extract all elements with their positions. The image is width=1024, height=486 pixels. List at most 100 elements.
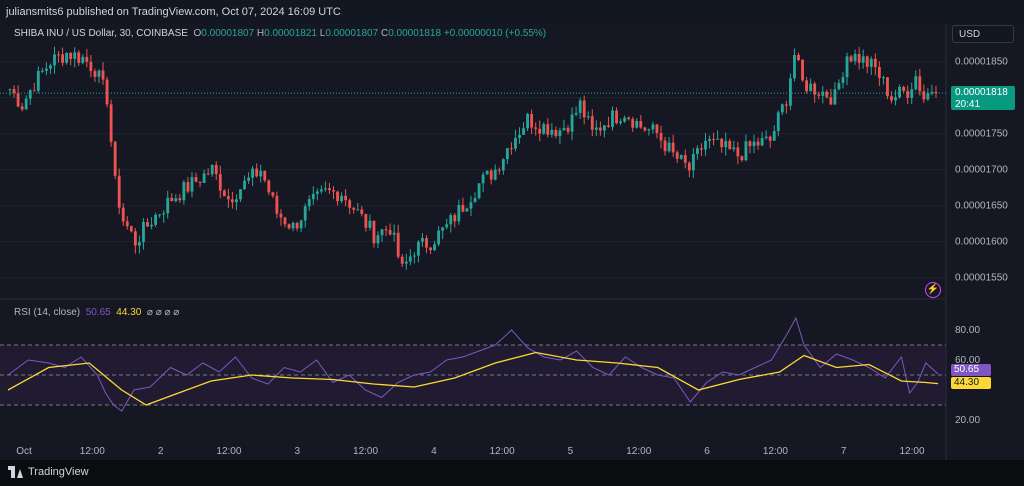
candle-body [590,116,594,130]
time-tick-label: 12:00 [490,446,515,457]
candle-body [360,209,364,214]
change-value: +0.00000010 (+0.55%) [443,28,547,39]
candle-body [206,173,210,175]
rsi-ma-value: 44.30 [116,307,142,318]
price-tick-label: 0.00001650 [955,201,1008,212]
low-value: 0.00001807 [325,28,379,39]
candle-body [700,148,703,150]
candle-body [865,56,869,67]
candle-body [142,222,145,243]
candle-body [514,137,517,149]
time-tick-label: 12:00 [763,446,788,457]
candle-body [299,220,303,229]
price-tick-label: 0.00001750 [955,129,1008,140]
time-tick-label: 6 [704,446,710,457]
candle-body [162,213,166,215]
candle-body [861,56,865,63]
candle-body [61,54,65,63]
currency-selector[interactable]: USD [952,25,1014,43]
candle-body [384,229,388,231]
candle-body [283,217,287,225]
candle-body [611,110,614,127]
candle-body [481,174,485,184]
rsi-ma-line [7,351,939,406]
candle-body [388,230,392,235]
candle-body [28,90,32,99]
candle-body [400,256,404,264]
high-label: H [256,28,265,39]
candle-body [307,199,311,207]
candle-body [404,261,408,264]
candle-body [748,141,752,147]
candle-body [16,93,20,107]
candle-body [716,138,720,140]
candle-body [113,141,117,176]
candle-body [332,190,335,192]
candle-body [760,138,764,146]
candle-body [348,200,352,208]
countdown-timer: 20:41 [955,99,981,110]
candle-body [117,175,121,208]
candle-body [538,128,542,134]
candle-body [416,241,420,256]
candle-body [651,124,655,130]
candle-body [841,77,845,83]
candle-body [202,173,206,183]
candle-body [582,100,586,118]
visibility-icons[interactable]: ⌀ ⌀ ⌀ ⌀ [146,307,180,318]
open-label: O [193,28,202,39]
candle-body [376,235,380,244]
price-tick-label: 0.00001700 [955,165,1008,176]
candle-body [918,76,922,92]
candle-body [894,97,897,101]
candle-body [461,205,465,212]
candle-body [809,83,813,92]
lightning-icon[interactable]: ⚡ [925,282,941,298]
candle-body [712,138,716,140]
time-tick-label: 7 [841,446,847,457]
candle-body [433,244,437,251]
candle-body [12,89,16,94]
candle-body [505,148,509,160]
candle-body [631,119,635,128]
candle-body [239,189,242,200]
rsi-tick-label: 20.00 [955,415,980,426]
candle-body [243,180,246,190]
candle-body [186,182,190,192]
candle-body [85,56,89,62]
candle-body [833,89,837,105]
candle-body [615,110,618,124]
rsi-tick-label: 60.00 [955,355,980,366]
candle-body [570,114,574,132]
candle-body [150,224,153,227]
rsi-legend[interactable]: RSI (14, close) 50.65 44.30 ⌀ ⌀ ⌀ ⌀ [14,307,179,318]
candle-body [396,232,400,257]
candle-body [934,92,938,94]
close-value: 0.00001818 [388,28,442,39]
candle-body [263,170,267,181]
rsi-tick-label: 80.00 [955,325,980,336]
candle-body [429,247,432,251]
brand-name: TradingView [28,466,89,478]
candle-body [914,76,918,90]
candle-body [97,70,101,77]
candle-body [667,142,671,152]
candle-body [493,169,497,180]
candle-body [586,116,590,118]
candle-body [69,52,73,59]
last-price-value: 0.00001818 [955,87,1008,98]
candle-body [744,141,748,161]
candle-body [170,197,174,202]
candle-body [849,56,853,62]
candle-body [554,129,558,137]
candle-body [255,168,259,177]
tradingview-logo[interactable]: TradingView [8,466,89,478]
candle-body [728,140,732,150]
candle-body [659,133,663,141]
candle-body [602,125,606,131]
candle-body [125,221,129,227]
candle-body [890,96,893,101]
candle-body [93,71,97,77]
candle-body [222,190,226,197]
